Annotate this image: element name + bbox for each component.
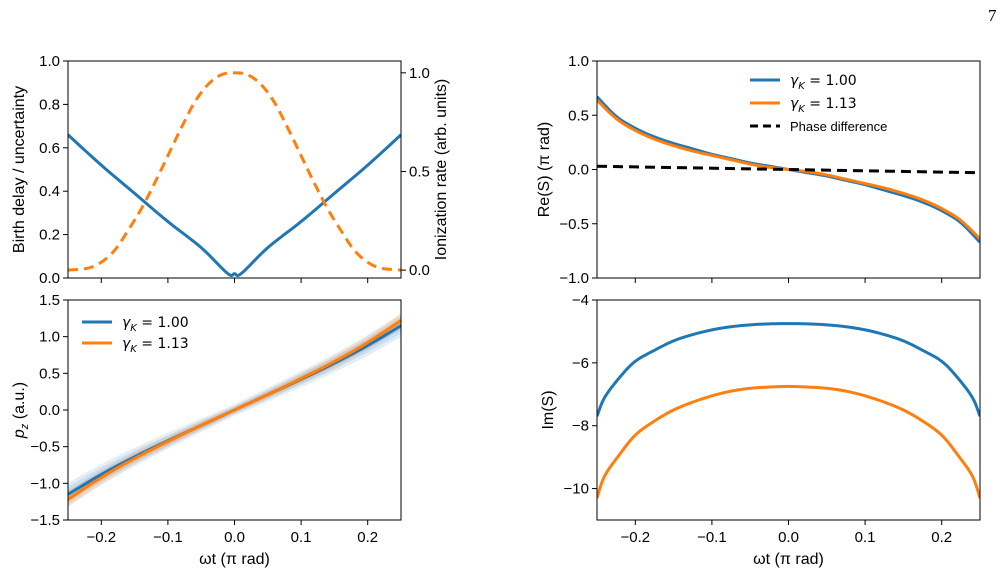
pz-xtick-label: 0.1 <box>291 529 312 546</box>
im_s-series-0 <box>597 322 980 417</box>
birth_delay-y2label: Ionization rate (arb. units) <box>433 79 450 260</box>
im_s-xlabel: ωt (π rad) <box>753 551 824 568</box>
pz-xtick-label: 0.0 <box>224 529 245 546</box>
re_s-legend: γK = 1.00 γK = 1.13 Phase difference <box>750 73 887 134</box>
pz-xtick-label: −0.1 <box>153 529 183 546</box>
birth_delay-y2tick-label: 1.0 <box>409 65 430 82</box>
pz-legend-label: γK = 1.00 <box>122 315 189 334</box>
re_s-ytick-label: 0.5 <box>568 107 589 124</box>
pz-ytick-label: 1.5 <box>39 292 60 309</box>
pz-ytick-label: −1.0 <box>30 475 60 492</box>
re_s-ytick-label: 0.0 <box>568 162 589 179</box>
birth_delay-ytick-label: 0.4 <box>39 183 60 200</box>
im_s-ylabel: Im(S) <box>540 390 557 429</box>
birth_delay-ytick-label: 0.2 <box>39 227 60 244</box>
pz-series-1 <box>68 319 401 501</box>
re_s-ytick-label: −1.0 <box>559 270 589 287</box>
birth_delay-y2tick-label: 0.5 <box>409 163 430 180</box>
birth_delay-series-0 <box>68 133 401 278</box>
im_s-xtick-label: 0.0 <box>778 529 799 546</box>
im_s-xtick-label: 0.1 <box>855 529 876 546</box>
pz-ytick-label: −1.5 <box>30 512 60 529</box>
page-number: 7 <box>988 6 997 25</box>
birth_delay-ylabel: Birth delay / uncertainty <box>11 86 28 253</box>
im_s-xtick-label: −0.2 <box>620 529 650 546</box>
pz-ytick-label: 0.0 <box>39 402 60 419</box>
im_s-ytick-label: −10 <box>564 481 589 498</box>
im_s-ytick-label: −4 <box>572 292 589 309</box>
im_s-series-1 <box>597 384 980 499</box>
chart-pz: −0.2 −0.1 0.0 0.1 0.2 −1.5 −1.0 −0.5 0.0 0.5 1.0 1.… <box>11 292 402 568</box>
im_s-ytick-label: −6 <box>572 355 589 372</box>
birth_delay-ytick-label: 0.6 <box>39 140 60 157</box>
pz-ytick-label: 0.5 <box>39 365 60 382</box>
im_s-ytick-label: −8 <box>572 418 589 435</box>
im_s-xtick-label: 0.2 <box>931 529 952 546</box>
birth_delay-y2tick-label: 0.0 <box>409 262 430 279</box>
birth_delay-series-1 <box>68 71 401 272</box>
im_s-frame <box>596 299 981 521</box>
re_s-series-1 <box>597 98 980 241</box>
pz-ytick-label: −0.5 <box>30 439 60 456</box>
chart-re_s: −1.0−0.50.00.51.0Re(S) (π rad)γK = 1.00γ… <box>536 53 981 287</box>
re_s-ytick-label: −0.5 <box>559 216 589 233</box>
pz-xtick-label: −0.2 <box>86 529 116 546</box>
re_s-legend-label: Phase difference <box>790 119 887 134</box>
birth_delay-ytick-label: 0.0 <box>39 270 60 287</box>
birth_delay-ytick-label: 0.8 <box>39 96 60 113</box>
re_s-ylabel: Re(S) (π rad) <box>536 122 553 218</box>
birth_delay-ytick-label: 1.0 <box>39 53 60 70</box>
re_s-legend-label: γK = 1.00 <box>790 73 857 92</box>
chart-im_s: −0.2 −0.1 0.0 0.1 0.2 −10 −8 −6 −4 Im(S) ωt (π rad… <box>540 292 981 568</box>
re_s-ytick-label: 1.0 <box>568 53 589 70</box>
pz-legend: γK = 1.00 γK = 1.13 <box>82 315 189 355</box>
pz-ylabel: pz (a.u.) <box>11 382 31 439</box>
im_s-xtick-label: −0.1 <box>697 529 727 546</box>
chart-birth_delay: 0.0 0.2 0.4 0.6 0.8 1.0 0.0 0.5 1.0 Birth delay /… <box>11 53 450 287</box>
pz-xlabel: ωt (π rad) <box>199 551 270 568</box>
re_s-legend-label: γK = 1.13 <box>790 96 857 115</box>
pz-xtick-label: 0.2 <box>357 529 378 546</box>
pz-legend-label: γK = 1.13 <box>122 336 189 355</box>
pz-ytick-label: 1.0 <box>39 329 60 346</box>
